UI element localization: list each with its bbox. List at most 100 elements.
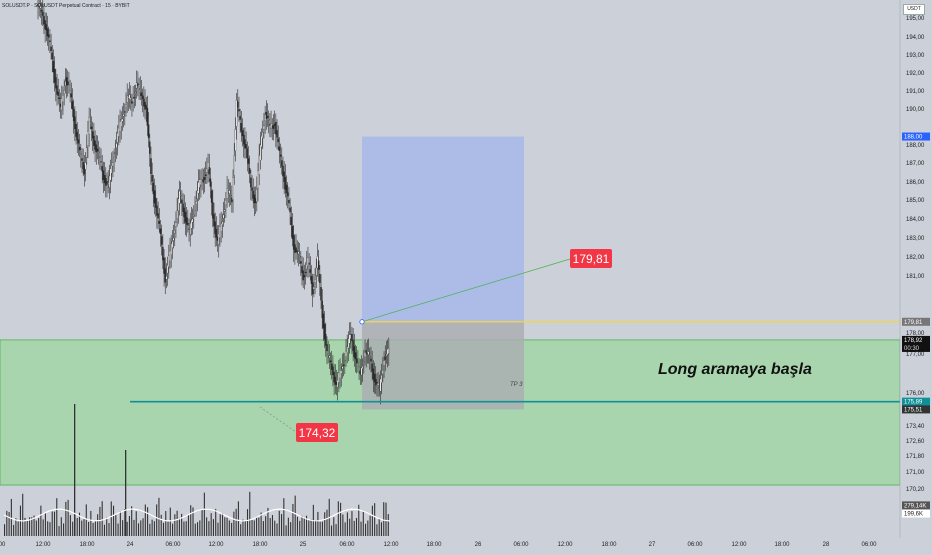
candle-body (270, 123, 272, 129)
candle-body (303, 274, 306, 278)
candle-body (159, 228, 162, 234)
candle-body (194, 209, 196, 211)
time-tick: 12:00 (208, 542, 224, 548)
price-tick: 178,00 (906, 331, 925, 337)
volume-bar (167, 521, 169, 536)
time-tick: 06:00 (687, 542, 703, 548)
candle-body (184, 211, 187, 223)
volume-bar (246, 509, 249, 536)
candles-layer (37, 0, 390, 405)
time-tick: 06:00 (165, 542, 181, 548)
candle-body (189, 223, 191, 235)
candle-body (171, 241, 174, 248)
price-label-box (902, 509, 930, 518)
candle-body (140, 92, 143, 97)
candle-body (153, 190, 156, 204)
volume-bar (35, 520, 37, 536)
candle-body (113, 157, 115, 160)
candle-body (176, 210, 178, 219)
candle-body (46, 28, 49, 37)
volume-bar (281, 514, 283, 536)
currency-badge[interactable]: USDT (903, 4, 925, 15)
volume-bar (160, 514, 162, 536)
volume-bar (90, 510, 92, 536)
candle-body (157, 213, 159, 219)
volume-bar (94, 520, 96, 536)
annotation-small: TP 3 (510, 382, 523, 388)
candle-body (231, 197, 233, 203)
volume-bar (212, 519, 214, 536)
candle-body (346, 346, 348, 353)
volume-bar (319, 521, 321, 536)
price-label: 178,92 (904, 338, 923, 344)
candle-body (277, 138, 279, 143)
volume-bar (165, 511, 167, 536)
time-tick: 18:00 (774, 542, 790, 548)
callout-line-lower (259, 406, 297, 433)
volume-bar (351, 511, 353, 536)
volume-spike (125, 450, 127, 536)
volume-bar (158, 497, 160, 536)
candle-body (266, 116, 269, 119)
candle-body (80, 153, 82, 156)
candle-body (320, 287, 322, 301)
volume-bar (330, 525, 333, 536)
volume-bar (174, 514, 176, 536)
candle-body (322, 313, 325, 329)
candle-body (162, 246, 164, 261)
candle-body (116, 132, 119, 143)
volume-bar (197, 522, 199, 536)
candle-body (310, 275, 313, 284)
candle-body (241, 130, 244, 137)
candle-body (39, 5, 42, 9)
candle-body (134, 91, 137, 93)
volume-bar (101, 501, 103, 536)
candle-body (307, 257, 309, 267)
candle-body (97, 151, 100, 153)
volume-bar (210, 513, 212, 536)
price-label-box (902, 132, 930, 141)
volume-bar (88, 521, 90, 536)
volume-bar (365, 523, 367, 536)
volume-bar (49, 522, 51, 536)
candle-body (150, 158, 152, 175)
candle-body (190, 220, 193, 229)
time-tick: 12:00 (35, 542, 51, 548)
volume-bar (81, 520, 83, 536)
candle-body (263, 125, 265, 130)
volume-bar (8, 512, 10, 536)
volume-bar (65, 501, 67, 536)
candle-body (120, 119, 122, 127)
price-tick: 171,00 (906, 470, 925, 476)
candle-body (221, 221, 224, 225)
volume-bar (99, 506, 101, 536)
volume-bar (33, 515, 35, 536)
price-label-box (902, 501, 930, 510)
candle-body (377, 383, 379, 386)
candle-body (332, 366, 334, 376)
volume-bar (40, 505, 42, 536)
volume-bar (362, 510, 364, 536)
candle-body (364, 352, 366, 357)
candle-body (366, 351, 369, 353)
candle-body (228, 190, 231, 194)
candle-body (57, 91, 59, 96)
time-axis[interactable]: 00 12:00 18:00 24 06:00 12:00 18:00 25 06:00 12:0… (0, 538, 900, 550)
candle-body (358, 365, 360, 368)
candle-body (347, 338, 350, 349)
candle-body (242, 134, 245, 145)
candle-body (56, 85, 58, 95)
volume-bar (290, 522, 292, 536)
volume-bar (53, 511, 56, 536)
time-tick: 12:00 (731, 542, 747, 548)
callout-box (570, 249, 612, 268)
candle-body (84, 162, 87, 170)
candle-body (45, 24, 48, 31)
candle-body (139, 88, 142, 90)
price-axis[interactable]: 195,00 194,00 193,00 192,00 191,00 190,00 188,… (899, 0, 932, 538)
volume-bar (240, 524, 242, 536)
time-axis-bg (0, 538, 900, 550)
candle-body (313, 286, 315, 290)
